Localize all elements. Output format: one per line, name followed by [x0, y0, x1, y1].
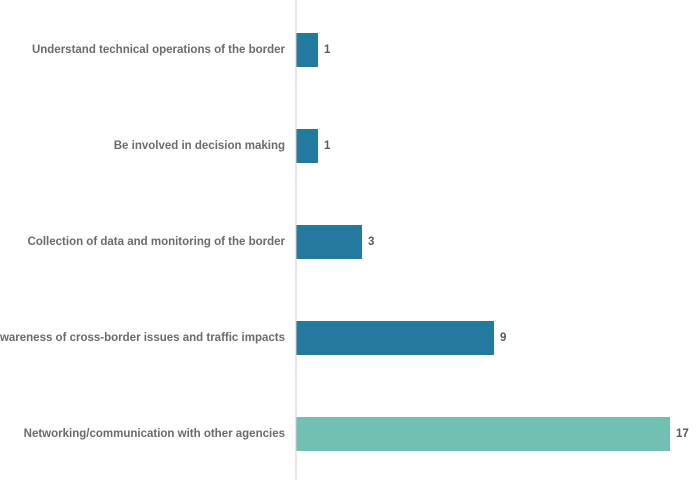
- category-label-2: Be involved in decision making: [114, 140, 285, 152]
- bar-4: [296, 321, 494, 355]
- category-labels-group: Understand technical operations of the b…: [0, 44, 286, 440]
- bar-1: [296, 33, 318, 67]
- category-label-3: Collection of data and monitoring of the…: [28, 236, 286, 248]
- value-label-4: 9: [500, 332, 506, 344]
- bars-group: [296, 33, 670, 451]
- value-label-1: 1: [324, 44, 331, 56]
- bar-2: [296, 129, 318, 163]
- bar-3: [296, 225, 362, 259]
- bar-5: [296, 417, 670, 451]
- value-label-2: 1: [324, 140, 331, 152]
- category-label-4: Awareness of cross-border issues and tra…: [0, 332, 285, 344]
- category-label-1: Understand technical operations of the b…: [32, 44, 286, 56]
- value-label-5: 17: [676, 428, 689, 440]
- value-labels-group: 1 1 3 9 17: [324, 44, 689, 440]
- category-label-5: Networking/communication with other agen…: [24, 428, 285, 440]
- value-label-3: 3: [368, 236, 374, 248]
